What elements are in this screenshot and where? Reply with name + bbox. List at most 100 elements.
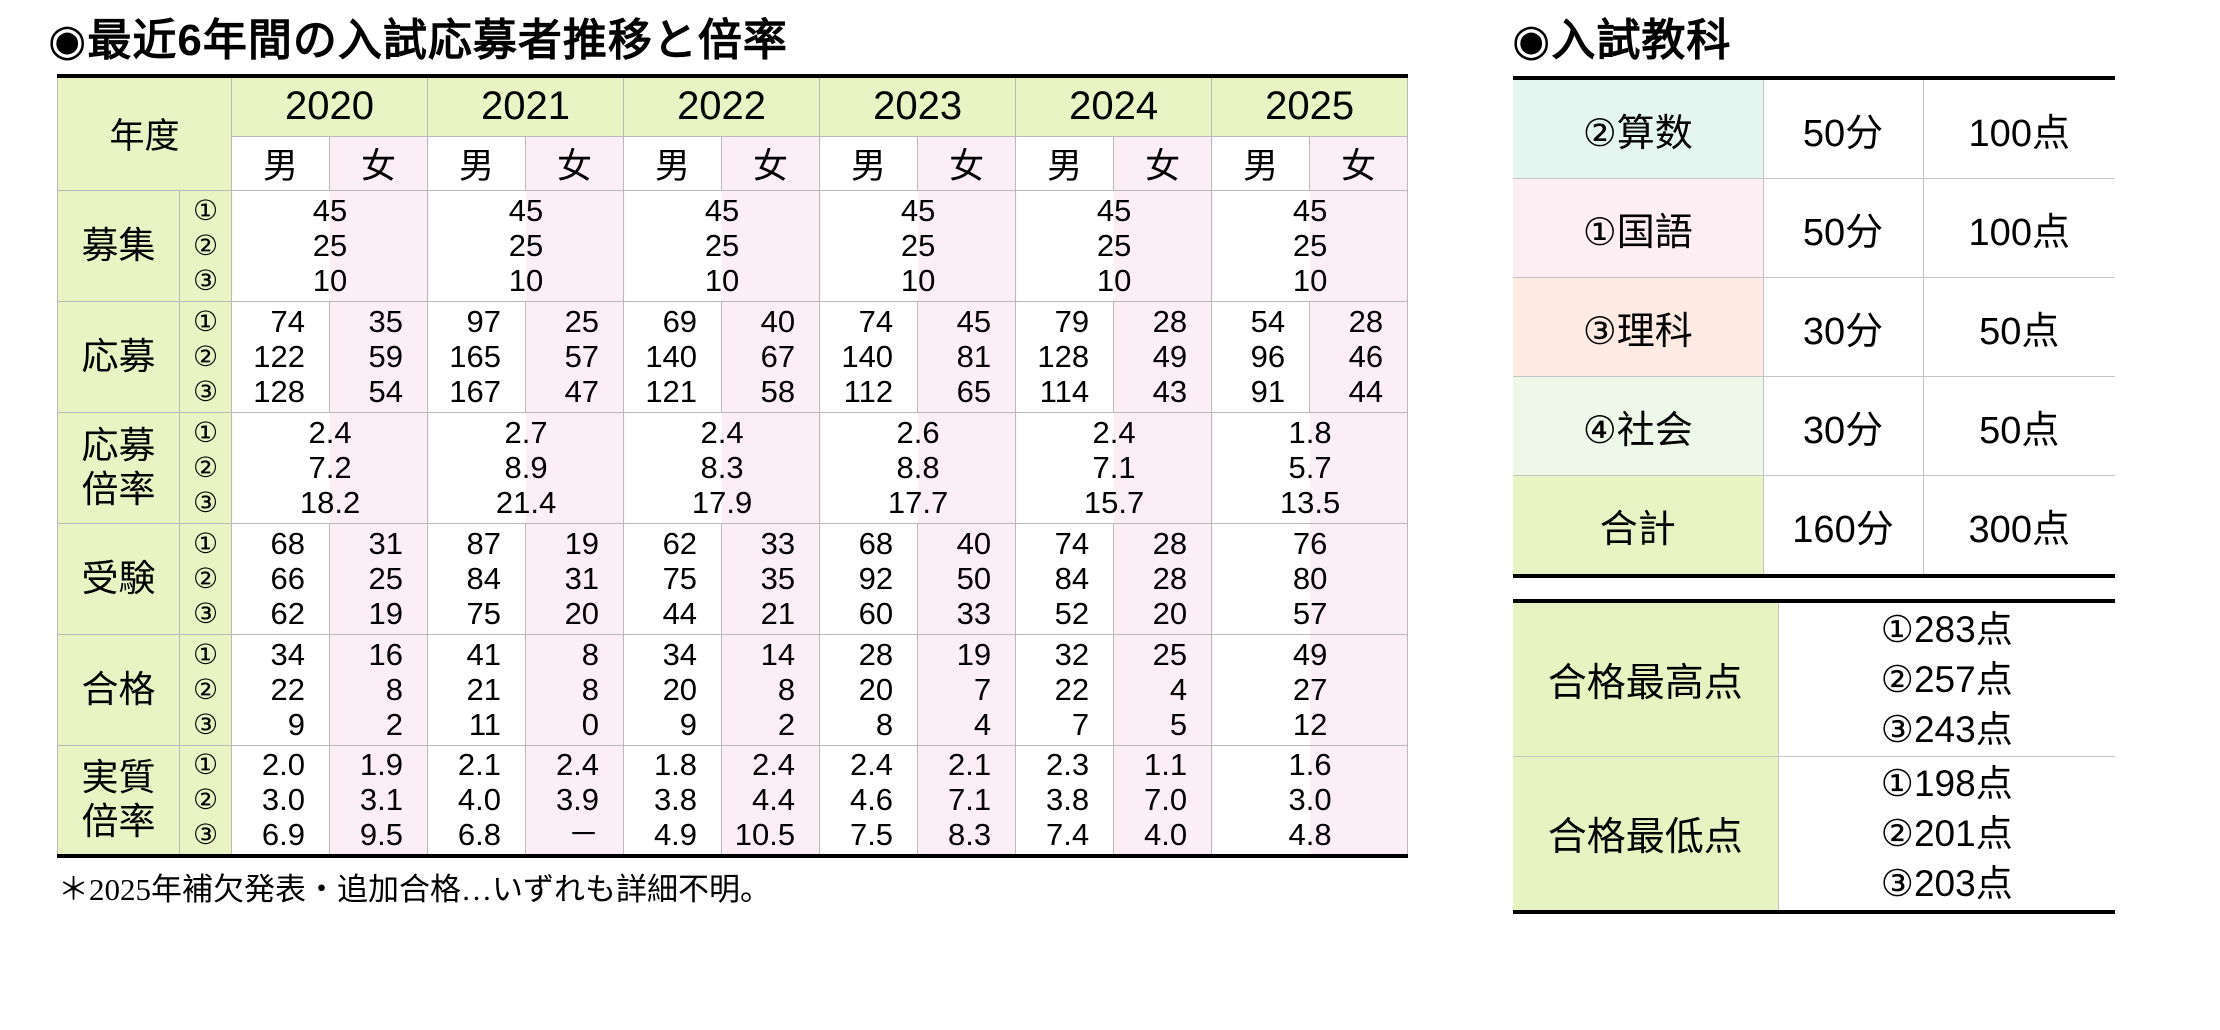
- page-title-admissions-trend: ◉最近6年間の入試応募者推移と倍率: [48, 16, 788, 65]
- pass-score-table: 合格最高点 ①283点 ②257点 ③243点 合格最低点 ①198点 ②201…: [1513, 599, 2115, 914]
- data-cell: 31 25 19: [329, 522, 429, 635]
- admissions-trend-table: 年度 2020 2021 2022 2023 2024 2025 男 女 男 女…: [56, 74, 1409, 858]
- score-label: 合格最高点: [1513, 600, 1779, 757]
- subject-time: 50分: [1762, 178, 1924, 278]
- male-header: 男: [819, 135, 919, 191]
- data-cell: 19 31 20: [525, 522, 625, 635]
- round-marks: ① ② ③: [178, 189, 233, 302]
- data-cell: 68 92 60: [819, 522, 919, 635]
- data-cell: 74 140 112: [819, 300, 919, 413]
- page-title-exam-subjects: ◉入試教科: [1512, 16, 1732, 65]
- data-cell: 41 21 11: [427, 633, 527, 746]
- female-header: 女: [1309, 135, 1409, 191]
- data-cell: 34 22 9: [231, 633, 331, 746]
- data-cell: 2.4 3.9 －: [525, 744, 625, 857]
- subject-label: ②算数: [1513, 77, 1764, 179]
- year-header: 2024: [1015, 75, 1213, 137]
- data-cell: 2.1 4.0 6.8: [427, 744, 527, 857]
- data-cell: 45 81 65: [917, 300, 1017, 413]
- data-cell: 28 46 44: [1309, 300, 1409, 413]
- row-actual-ratio: 実質 倍率 ① ② ③ 2.0 3.0 6.9 1.9 3.1 9.5 2.1 …: [57, 744, 1409, 857]
- female-header: 女: [329, 135, 429, 191]
- row-label: 応募: [57, 300, 180, 413]
- female-header: 女: [721, 135, 821, 191]
- data-cell: 1.9 3.1 9.5: [329, 744, 429, 857]
- year-header: 2025: [1211, 75, 1409, 137]
- row-examinees: 受験 ① ② ③ 68 66 62 31 25 19 87 84 75 19 3…: [57, 522, 1409, 635]
- data-cell: 74 122 128: [231, 300, 331, 413]
- data-cell: 28 20 8: [819, 633, 919, 746]
- subject-row-science: ③理科 30分 50点: [1513, 277, 2115, 377]
- data-cell: 14 8 2: [721, 633, 821, 746]
- data-cell: 1.8 3.8 4.9: [623, 744, 723, 857]
- data-cell: 76 80 57: [1211, 522, 1409, 635]
- male-header: 男: [231, 135, 331, 191]
- male-header: 男: [1211, 135, 1311, 191]
- subject-time: 160分: [1762, 475, 1924, 577]
- subject-row-total: 合計 160分 300点: [1513, 475, 2115, 577]
- data-cell: 74 84 52: [1015, 522, 1115, 635]
- data-cell: 1.6 3.0 4.8: [1211, 744, 1409, 857]
- round-marks: ① ② ③: [178, 411, 233, 524]
- data-cell: 2.4 7.2 18.2: [231, 411, 429, 524]
- male-header: 男: [427, 135, 527, 191]
- subject-row-math: ②算数 50分 100点: [1513, 77, 2115, 179]
- row-application-ratio: 応募 倍率 ① ② ③ 2.4 7.2 18.2 2.7 8.9 21.4 2.…: [57, 411, 1409, 524]
- exam-subjects-table: ②算数 50分 100点 ①国語 50分 100点 ③理科 30分 50点 ④社…: [1513, 76, 2115, 578]
- data-cell: 2.4 4.6 7.5: [819, 744, 919, 857]
- round-marks: ① ② ③: [178, 300, 233, 413]
- data-cell: 40 67 58: [721, 300, 821, 413]
- data-cell: 35 59 54: [329, 300, 429, 413]
- data-cell: 45 25 10: [427, 189, 625, 302]
- data-cell: 25 4 5: [1113, 633, 1213, 746]
- subject-row-social: ④社会 30分 50点: [1513, 376, 2115, 476]
- row-label: 応募 倍率: [57, 411, 180, 524]
- data-cell: 62 75 44: [623, 522, 723, 635]
- year-corner-label: 年度: [56, 75, 233, 191]
- subject-points: 100点: [1922, 77, 2115, 179]
- header-row-gender: 男 女 男 女 男 女 男 女 男 女 男 女: [58, 135, 1409, 191]
- footnote-2025-note: ＊2025年補欠発表・追加合格…いずれも詳細不明。: [58, 872, 771, 907]
- row-accepted: 合格 ① ② ③ 34 22 9 16 8 2 41 21 11 8 8 0 3…: [57, 633, 1409, 746]
- subject-time: 50分: [1762, 77, 1924, 179]
- female-header: 女: [525, 135, 625, 191]
- male-header: 男: [1015, 135, 1115, 191]
- round-marks: ① ② ③: [178, 522, 233, 635]
- subject-label: ①国語: [1513, 178, 1764, 278]
- header-row-years: 年度 2020 2021 2022 2023 2024 2025: [56, 75, 1409, 191]
- data-cell: 1.8 5.7 13.5: [1211, 411, 1409, 524]
- subject-label: 合計: [1513, 475, 1764, 577]
- data-cell: 2.4 8.3 17.9: [623, 411, 821, 524]
- subject-time: 30分: [1762, 277, 1924, 377]
- year-header: 2021: [427, 75, 625, 137]
- data-cell: 8 8 0: [525, 633, 625, 746]
- round-marks: ① ② ③: [178, 633, 233, 746]
- subject-points: 50点: [1922, 277, 2115, 377]
- subject-row-japanese: ①国語 50分 100点: [1513, 178, 2115, 278]
- data-cell: 32 22 7: [1015, 633, 1115, 746]
- data-cell: 45 25 10: [1211, 189, 1409, 302]
- data-cell: 45 25 10: [231, 189, 429, 302]
- data-cell: 2.7 8.9 21.4: [427, 411, 625, 524]
- data-cell: 2.1 7.1 8.3: [917, 744, 1017, 857]
- subject-label: ④社会: [1513, 376, 1764, 476]
- data-cell: 49 27 12: [1211, 633, 1409, 746]
- data-cell: 68 66 62: [231, 522, 331, 635]
- data-cell: 40 50 33: [917, 522, 1017, 635]
- data-cell: 2.3 3.8 7.4: [1015, 744, 1115, 857]
- data-cell: 69 140 121: [623, 300, 723, 413]
- subject-points: 100点: [1922, 178, 2115, 278]
- score-label: 合格最低点: [1513, 756, 1779, 913]
- score-values: ①198点 ②201点 ③203点: [1777, 756, 2115, 913]
- data-cell: 54 96 91: [1211, 300, 1311, 413]
- data-cell: 19 7 4: [917, 633, 1017, 746]
- data-cell: 79 128 114: [1015, 300, 1115, 413]
- data-cell: 2.4 4.4 10.5: [721, 744, 821, 857]
- data-cell: 25 57 47: [525, 300, 625, 413]
- data-cell: 2.6 8.8 17.7: [819, 411, 1017, 524]
- row-label: 受験: [57, 522, 180, 635]
- data-cell: 28 28 20: [1113, 522, 1213, 635]
- data-cell: 45 25 10: [819, 189, 1017, 302]
- data-cell: 2.4 7.1 15.7: [1015, 411, 1213, 524]
- data-cell: 97 165 167: [427, 300, 527, 413]
